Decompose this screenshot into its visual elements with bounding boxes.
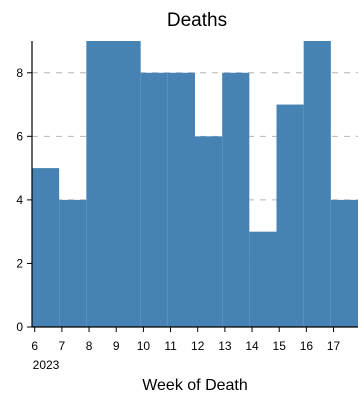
x-tick-label-16: 16 <box>300 339 314 353</box>
bar-week-10 <box>140 72 168 328</box>
x-tick-label-12: 12 <box>191 339 205 353</box>
bar-week-13 <box>222 72 250 328</box>
chart-title: Deaths <box>167 10 227 31</box>
y-tick-label-4: 4 <box>16 193 23 207</box>
x-tick-label-8: 8 <box>86 339 93 353</box>
x-axis-title: Week of Death <box>142 377 248 394</box>
y-tick-label-6: 6 <box>16 129 23 143</box>
bar-week-8 <box>86 41 114 327</box>
bar-week-7 <box>59 199 87 327</box>
x-tick-label-17: 17 <box>327 339 341 353</box>
y-tick-label-0: 0 <box>16 320 23 334</box>
bar-week-6 <box>32 168 60 327</box>
bar-week-12 <box>195 136 223 327</box>
y-tick-label-8: 8 <box>16 66 23 80</box>
x-tick-label-14: 14 <box>245 339 259 353</box>
bar-week-15 <box>276 104 304 327</box>
x-tick-label-10: 10 <box>137 339 151 353</box>
bar-week-9 <box>113 41 141 327</box>
x-tick-label-15: 15 <box>273 339 287 353</box>
axes <box>31 41 358 328</box>
bars <box>32 41 358 328</box>
y-ticks: 0 2 4 6 8 <box>16 66 32 334</box>
x-secondary-label: 2023 <box>33 358 60 372</box>
x-ticks: 6 7 8 9 10 11 12 13 14 15 16 17 <box>31 327 341 353</box>
bar-week-17 <box>330 199 358 327</box>
bar-week-16 <box>303 41 331 327</box>
x-tick-label-6: 6 <box>31 339 38 353</box>
x-tick-label-7: 7 <box>59 339 66 353</box>
bar-week-11 <box>167 72 195 328</box>
x-tick-label-9: 9 <box>113 339 120 353</box>
y-tick-label-2: 2 <box>16 256 23 270</box>
bar-week-14 <box>249 231 277 327</box>
x-tick-label-11: 11 <box>164 339 177 353</box>
x-tick-label-13: 13 <box>218 339 232 353</box>
